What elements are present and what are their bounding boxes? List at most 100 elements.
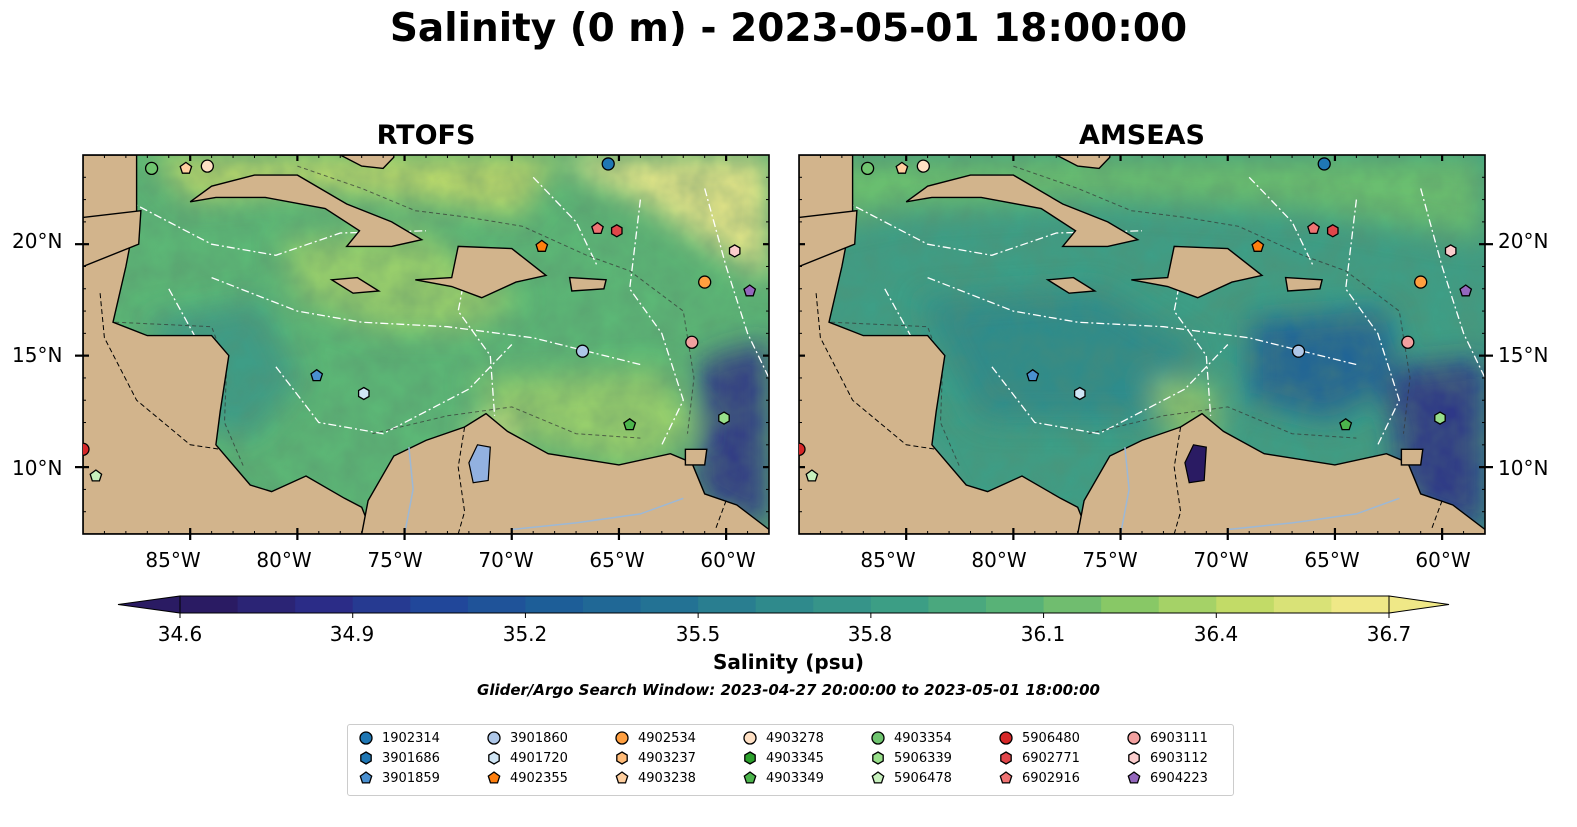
legend-marker (360, 751, 372, 765)
float-marker-4901720 (1073, 386, 1086, 401)
colorbar-segment (352, 596, 411, 613)
legend-item-6902771: 6902771 (998, 748, 1080, 768)
colorbar-segment (525, 596, 584, 613)
land-florida (253, 155, 299, 156)
colorbar-tick: 36.7 (1366, 622, 1412, 646)
legend-marker (872, 751, 884, 765)
float-marker-4903354 (860, 161, 875, 176)
legend-marker-icon (871, 771, 885, 784)
float-marker-3901860 (575, 344, 590, 358)
legend-marker (1127, 731, 1141, 745)
eez-boundary (927, 276, 1357, 366)
legend-label: 4902534 (638, 730, 696, 746)
float-marker-5906339 (718, 411, 730, 425)
land-jamaica (1045, 276, 1097, 294)
lat-label-20n-right: 20°N (1498, 229, 1549, 253)
legend-label: 3901860 (510, 730, 568, 746)
legend-marker-icon (743, 771, 757, 784)
bathymetry-contour (372, 406, 641, 439)
float-marker-4902355 (1251, 239, 1265, 252)
legend-item-5906478: 5906478 (870, 768, 952, 788)
legend-label: 4903278 (766, 730, 824, 746)
legend-label: 4903354 (894, 730, 952, 746)
land-bahamas (1055, 155, 1111, 170)
legend-label: 4903237 (638, 750, 696, 766)
legend-item-4903237: 4903237 (614, 748, 696, 768)
float-marker-4902534 (698, 275, 712, 289)
legend-item-4903354: 4903354 (870, 728, 952, 748)
legend-marker-icon (359, 731, 373, 745)
colorbar-segment (928, 596, 987, 613)
legend-label: 4902355 (510, 770, 568, 786)
legend-label: 5906480 (1022, 730, 1080, 746)
legend-marker (487, 731, 501, 745)
legend-marker (616, 751, 628, 765)
bathymetry-contour (831, 321, 961, 468)
country-border (457, 426, 466, 534)
lon-label-85w: 85°W (145, 548, 201, 572)
float-marker-4903278 (916, 159, 930, 173)
float-marker-6903111 (685, 335, 699, 349)
legend-item-3901859: 3901859 (358, 768, 440, 788)
colorbar-tick: 35.5 (675, 622, 721, 646)
legend-label: 5906339 (894, 750, 952, 766)
country-border (1173, 426, 1182, 534)
land-jamaica (329, 276, 381, 294)
float-marker-4903238 (895, 161, 909, 174)
legend-marker (743, 731, 757, 745)
legend-label: 6903112 (1150, 750, 1208, 766)
legend-marker (615, 771, 629, 784)
colorbar-segment (583, 596, 642, 613)
legend-label: 4903349 (766, 770, 824, 786)
colorbar-extend-max (1388, 595, 1450, 614)
lon-label-60w: 60°W (700, 548, 756, 572)
float-marker-5906480 (83, 442, 90, 456)
lon-label-65w: 65°W (1304, 548, 1360, 572)
colorbar-segment (410, 596, 469, 613)
colorbar-segment (813, 596, 872, 613)
float-marker-5906480 (799, 442, 806, 456)
legend-label: 4901720 (510, 750, 568, 766)
legend-item-3901686: 3901686 (358, 748, 440, 768)
lon-label-80w: 80°W (256, 548, 312, 572)
colorbar-segment (698, 596, 757, 613)
map-panel-rtofs (75, 154, 770, 540)
float-marker-5906478 (89, 469, 103, 482)
legend-marker-icon (872, 751, 884, 765)
land-hispaniola (1131, 245, 1264, 299)
country-border (714, 500, 727, 530)
eez-boundary (1420, 188, 1485, 379)
lon-label-65w: 65°W (589, 548, 645, 572)
legend-label: 6902771 (1022, 750, 1080, 766)
land-pr (1284, 276, 1323, 292)
float-marker-4903238 (179, 161, 193, 174)
lake-maracaibo (1184, 444, 1207, 484)
legend-item-4903278: 4903278 (742, 728, 824, 748)
float-marker-1902314 (1317, 157, 1331, 171)
colorbar-segment (640, 596, 699, 613)
lat-label-10n-left: 10°N (12, 456, 63, 480)
eez-boundary (168, 288, 196, 336)
colorbar-segment (295, 596, 354, 613)
legend-marker (487, 771, 501, 784)
eez-boundary (211, 276, 641, 366)
legend-item-4903238: 4903238 (614, 768, 696, 788)
colorbar-tick: 36.4 (1193, 622, 1239, 646)
legend-marker (744, 751, 756, 765)
legend-marker (743, 771, 757, 784)
lon-label-75w: 75°W (367, 548, 423, 572)
figure-title: Salinity (0 m) - 2023-05-01 18:00:00 (389, 6, 1188, 51)
colorbar-label: Salinity (psu) (712, 650, 864, 674)
panel-title-amseas: AMSEAS (1079, 120, 1205, 151)
legend-item-4903345: 4903345 (742, 748, 824, 768)
colorbar-segment (467, 596, 526, 613)
lat-label-15n-right: 15°N (1498, 343, 1549, 367)
eez-boundary (1248, 176, 1315, 267)
colorbar-frame (179, 595, 1390, 614)
legend-label: 4903345 (766, 750, 824, 766)
eez-boundary (532, 176, 599, 267)
float-marker-1902314 (601, 157, 615, 171)
legend-marker-icon (615, 771, 629, 784)
eez-boundary (884, 288, 912, 336)
land-cuba (905, 174, 1140, 248)
